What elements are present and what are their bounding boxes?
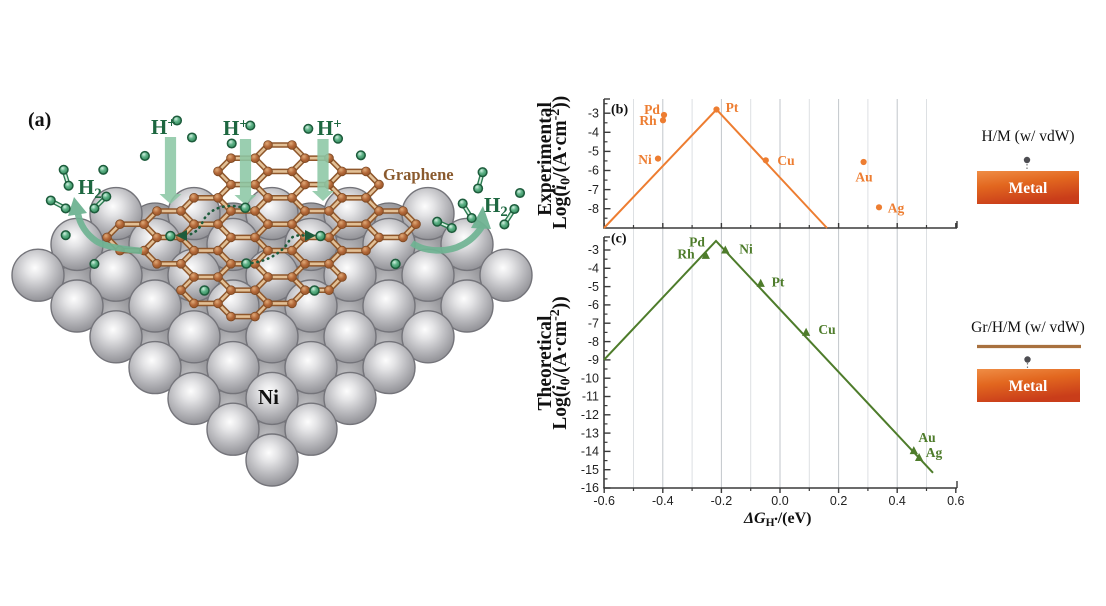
svg-text:(b): (b) (611, 103, 628, 118)
svg-text:Au: Au (918, 430, 936, 445)
svg-text:(c): (c) (611, 232, 627, 247)
svg-text:Graphene: Graphene (383, 165, 454, 184)
svg-text:-0.2: -0.2 (711, 494, 733, 508)
svg-text:-4: -4 (588, 126, 599, 140)
svg-text:Log(i0/(A·cm-2)): Log(i0/(A·cm-2)) (548, 96, 574, 230)
svg-text:-15: -15 (581, 463, 599, 477)
svg-text:-10: -10 (581, 371, 599, 385)
svg-text:Cu: Cu (818, 322, 836, 337)
svg-text:-11: -11 (582, 390, 599, 404)
svg-text:-3: -3 (588, 106, 599, 120)
svg-text:Ag: Ag (926, 445, 943, 460)
svg-text:ΔGH•/(eV): ΔGH•/(eV) (743, 510, 811, 529)
svg-text:-0.6: -0.6 (593, 494, 615, 508)
svg-text:-16: -16 (581, 481, 599, 495)
svg-text:Ni: Ni (739, 242, 753, 257)
svg-text:Metal: Metal (1009, 180, 1048, 197)
svg-text:-0.4: -0.4 (652, 494, 674, 508)
svg-text:Pt: Pt (772, 275, 785, 290)
svg-text:Rh: Rh (677, 247, 695, 262)
svg-text:-8: -8 (588, 202, 599, 216)
svg-text:0.6: 0.6 (947, 494, 964, 508)
svg-text:Experimental: Experimental (535, 102, 556, 216)
svg-text:Pd: Pd (644, 102, 660, 117)
svg-text:-7: -7 (588, 183, 599, 197)
svg-text:Ni: Ni (258, 385, 279, 409)
svg-text:Rh: Rh (639, 113, 657, 128)
svg-text:Gr/H/M (w/ vdW): Gr/H/M (w/ vdW) (971, 319, 1085, 336)
svg-text:-8: -8 (588, 335, 599, 349)
svg-text:-6: -6 (588, 164, 599, 178)
svg-text:0.2: 0.2 (830, 494, 847, 508)
svg-text:-5: -5 (588, 280, 599, 294)
svg-text:Cu: Cu (777, 153, 795, 168)
svg-text:Pt: Pt (726, 100, 739, 115)
svg-text:Pd: Pd (689, 235, 705, 250)
svg-text:H/M (w/ vdW): H/M (w/ vdW) (982, 128, 1075, 145)
svg-text:-3: -3 (588, 243, 599, 257)
svg-text:-12: -12 (581, 408, 599, 422)
svg-text:-9: -9 (588, 353, 599, 367)
svg-text:Ni: Ni (638, 152, 652, 167)
svg-text:Au: Au (855, 170, 873, 185)
svg-text:-4: -4 (588, 262, 599, 276)
svg-text:-13: -13 (581, 426, 599, 440)
svg-text:0.4: 0.4 (889, 494, 906, 508)
svg-text:-7: -7 (588, 316, 599, 330)
svg-text:0.0: 0.0 (771, 494, 788, 508)
svg-text:Metal: Metal (1009, 378, 1048, 395)
svg-text:Log(i0/(A·cm-2)): Log(i0/(A·cm-2)) (548, 296, 574, 430)
svg-text:-14: -14 (581, 445, 599, 459)
svg-text:-6: -6 (588, 298, 599, 312)
svg-text:-5: -5 (588, 145, 599, 159)
svg-text:Theoretical: Theoretical (535, 315, 556, 411)
svg-text:(a): (a) (28, 109, 51, 131)
svg-text:Ag: Ag (888, 201, 905, 216)
